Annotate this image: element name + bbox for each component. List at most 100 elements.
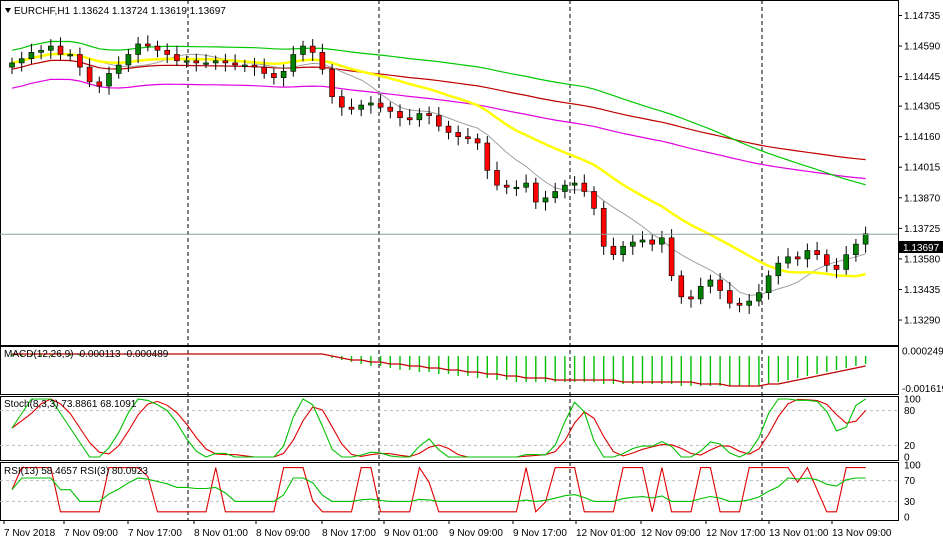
candle [271, 68, 277, 85]
candle [707, 274, 714, 294]
candle [843, 246, 850, 275]
candle [203, 54, 209, 69]
candle [242, 59, 248, 72]
candle [552, 182, 559, 204]
rsi-indicator [0, 466, 898, 513]
candle-body [271, 73, 277, 78]
y-tick-label: 1.14735 [904, 11, 941, 22]
candle-body [435, 115, 442, 127]
y-tick-label: 1.13435 [904, 285, 941, 296]
candle-body [183, 60, 190, 63]
candle [232, 54, 238, 71]
last-price-value: 1.13697 [903, 243, 940, 254]
y-tick-label: 1.13725 [904, 224, 941, 235]
candle [309, 39, 316, 62]
candle [668, 229, 675, 282]
moving-averages [11, 40, 866, 296]
candle [212, 55, 219, 70]
x-tick-label: 12 Nov 01:00 [576, 528, 636, 539]
candle [465, 128, 471, 145]
candle [261, 58, 268, 79]
candle-body [814, 250, 820, 255]
candle-body [629, 241, 636, 247]
candle [28, 43, 35, 64]
candle [38, 44, 44, 60]
candle [562, 179, 568, 199]
candle-body [445, 125, 452, 133]
candle-body [300, 45, 306, 55]
y-tick-label: 1.14015 [904, 163, 941, 174]
candle [154, 40, 161, 58]
candle-body [668, 237, 675, 277]
candle-body [154, 45, 161, 51]
y-tick-label: 1.13580 [904, 254, 941, 265]
candle [183, 55, 190, 68]
x-tick-label: 7 Nov 2018 [4, 528, 56, 539]
rsi-tick-label: 0 [904, 513, 910, 524]
candle-body [193, 60, 200, 64]
candle-body [581, 182, 588, 192]
candle-body [620, 245, 626, 255]
candle-body [47, 45, 54, 51]
candle-body [678, 275, 685, 298]
candle-body [455, 132, 462, 137]
candle-body [290, 54, 297, 72]
candle [358, 99, 365, 117]
candle [387, 101, 394, 119]
candle-body [697, 286, 704, 300]
candle-body [785, 256, 791, 264]
candle-body [77, 54, 83, 68]
rsi-tick-label: 100 [904, 461, 921, 472]
candle-body [329, 68, 335, 97]
candle [57, 37, 64, 60]
rsi-tick-label: 30 [904, 497, 916, 508]
candle [280, 64, 287, 87]
candle [96, 76, 103, 94]
x-tick-label: 8 Nov 01:00 [194, 528, 248, 539]
x-tick-label: 12 Nov 09:00 [641, 528, 701, 539]
candle [600, 201, 607, 255]
stoch-main-line [11, 398, 866, 458]
candle [804, 243, 811, 268]
candle-body [135, 43, 141, 55]
candle-body [542, 197, 549, 203]
candle [523, 174, 529, 193]
collapse-arrow-icon[interactable] [5, 8, 11, 13]
candle [115, 56, 122, 79]
candle-body [319, 52, 326, 70]
stochastic-indicator [0, 398, 898, 458]
rsi-label: RSI(13) 58.4657 RSI(3) 80.0923 [4, 466, 148, 477]
panel-frame [0, 346, 899, 395]
candle [368, 95, 374, 114]
panel-frame [0, 0, 899, 346]
macd-tick-label: 0.000249 [902, 347, 943, 358]
candle-body [823, 254, 830, 266]
candle [474, 133, 481, 150]
candle [688, 289, 694, 308]
price-candles [9, 35, 869, 314]
candle [338, 89, 345, 116]
candle-body [775, 262, 782, 277]
candle [406, 109, 413, 126]
x-tick-label: 9 Nov 09:00 [449, 528, 503, 539]
rsi13-line [11, 477, 866, 502]
candle-body [794, 256, 801, 260]
candle-body [338, 96, 345, 108]
candle-body [387, 106, 394, 112]
candle [833, 258, 840, 279]
candle-body [38, 49, 44, 53]
candle-body [251, 64, 258, 68]
candle [853, 238, 859, 262]
candle-body [309, 45, 316, 53]
candle [649, 234, 656, 252]
candle [746, 294, 753, 314]
candle-body [397, 111, 403, 119]
candle-body [86, 66, 93, 83]
macd-indicator [11, 353, 867, 387]
candle [18, 51, 25, 72]
candle-body [145, 43, 151, 47]
candle-body [67, 54, 73, 57]
candle [77, 47, 83, 76]
candle [47, 39, 54, 59]
